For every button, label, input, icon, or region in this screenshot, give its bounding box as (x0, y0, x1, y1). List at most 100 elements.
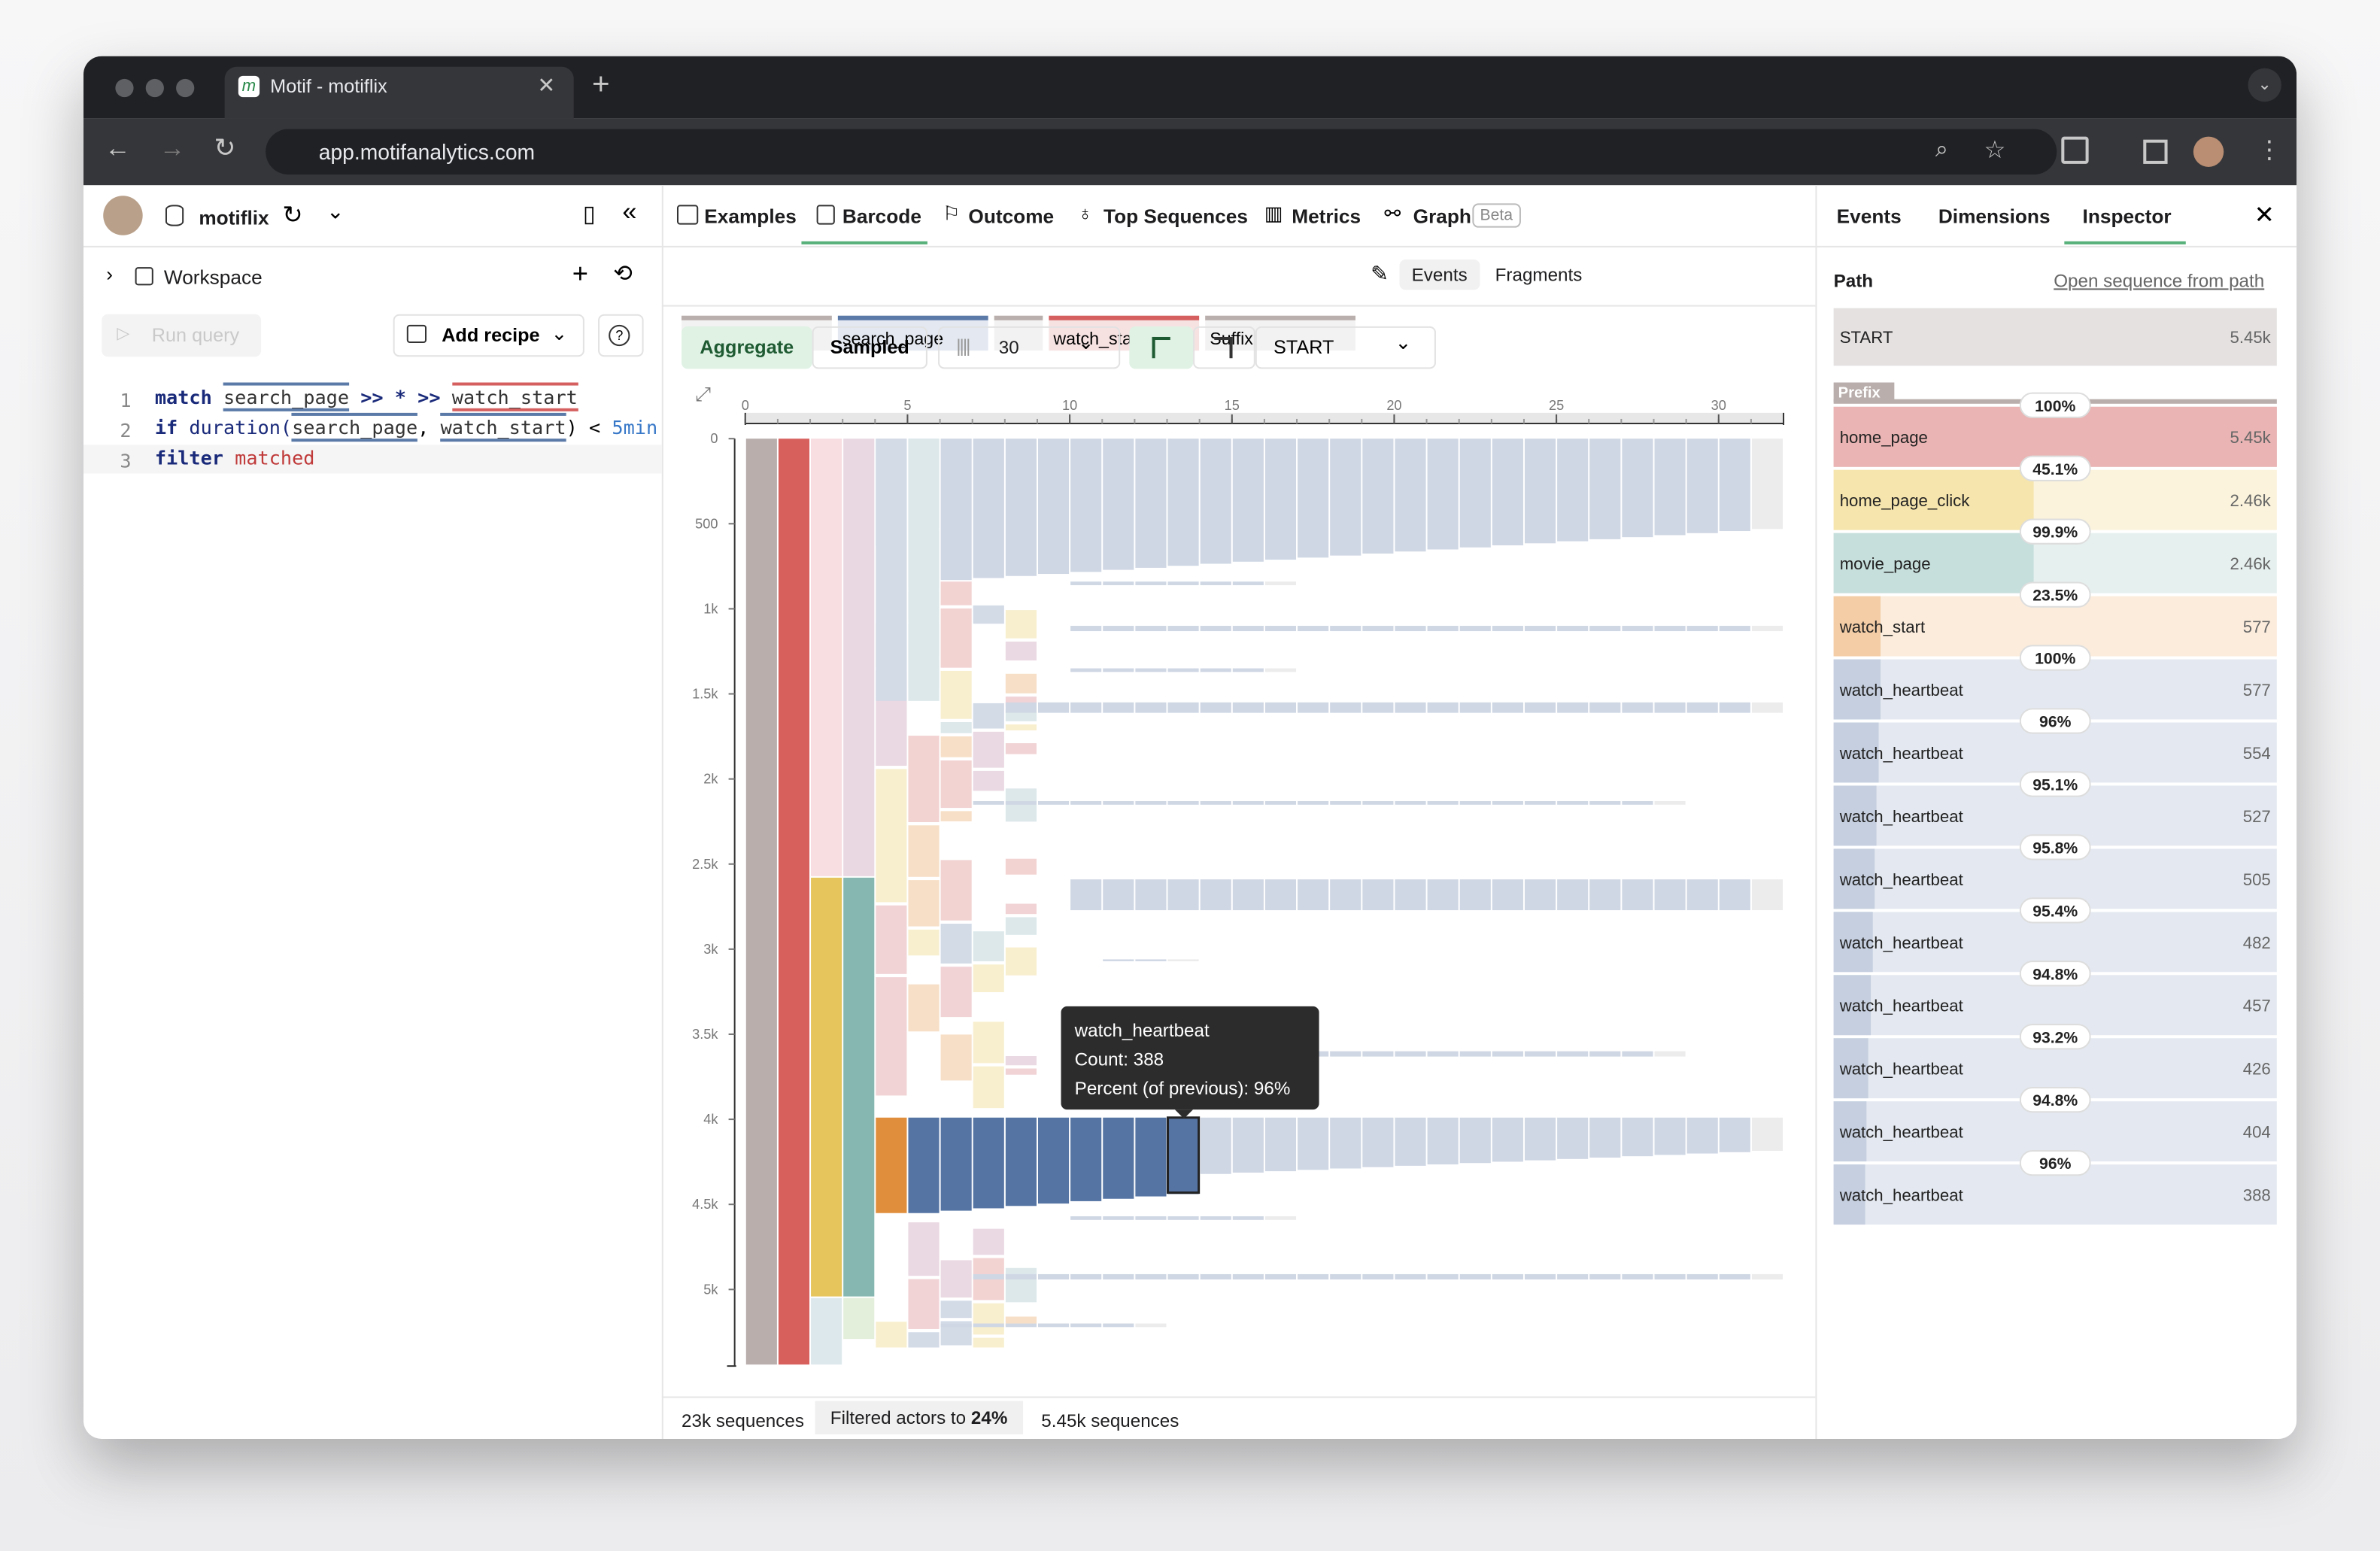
filter-pct: 24% (970, 1407, 1008, 1428)
path-row-fill (1833, 1038, 1868, 1099)
panel-tab[interactable]: Dimensions (1938, 205, 2051, 228)
barcode-cell (1070, 626, 1102, 632)
barcode-cell (1654, 879, 1686, 911)
extensions[interactable] (2061, 136, 2089, 164)
prefix-tag (1833, 382, 1895, 402)
workspace[interactable]: Workspace (163, 266, 263, 289)
y-tick-label: 4k (703, 1112, 718, 1127)
path-count: 388 (2243, 1186, 2271, 1205)
tab-close[interactable]: ✕ (537, 72, 556, 98)
barcode-cell (1070, 1323, 1102, 1328)
brush-icon[interactable]: ✎ (1371, 261, 1389, 286)
new-tab[interactable]: + (591, 68, 610, 102)
avatar[interactable] (103, 196, 143, 235)
side-panel[interactable] (2143, 139, 2168, 164)
barcode-cell (1492, 702, 1523, 713)
panel-tab[interactable]: Inspector (2082, 205, 2172, 228)
window-minimize[interactable] (145, 78, 164, 98)
path-row-fill (1833, 596, 1881, 657)
dropdown[interactable]: ⌄ (326, 199, 345, 223)
fragments-toggle[interactable]: Fragments (1495, 264, 1583, 286)
sampled[interactable]: Sampled (812, 326, 927, 369)
window-close[interactable] (115, 78, 134, 98)
add-recipe[interactable]: Add recipe (393, 314, 584, 357)
barcode-cell (1686, 702, 1718, 713)
help[interactable]: ? (609, 324, 630, 347)
barcode-cell (1395, 1117, 1426, 1166)
barcode-cell (843, 439, 875, 876)
barcode-cell (1622, 626, 1653, 632)
barcode-cell (1232, 1117, 1264, 1173)
barcode-cell (1232, 1216, 1264, 1220)
barcode-cell (1362, 439, 1394, 554)
add[interactable]: + (572, 258, 588, 289)
path-count: 554 (2243, 744, 2271, 763)
align-right[interactable] (1193, 326, 1255, 369)
code-line[interactable]: filter matched (155, 446, 315, 469)
barcode-cell (1719, 1117, 1750, 1152)
tab[interactable]: Examples (704, 205, 797, 228)
barcode-cell (973, 964, 1004, 993)
segment[interactable] (994, 315, 1043, 351)
zoom-icon[interactable]: ⌕ (1935, 136, 1948, 162)
history[interactable]: ⟲ (613, 261, 633, 287)
tab[interactable]: Metrics (1292, 205, 1362, 228)
active-tab[interactable] (224, 66, 574, 119)
bins-select[interactable] (938, 326, 1121, 369)
keyword: if (154, 415, 178, 439)
x-tick-label: 0 (742, 398, 749, 413)
code-line[interactable]: if duration(search_page, watch_start) < … (154, 412, 657, 442)
events-toggle[interactable]: Events (1399, 260, 1480, 290)
panel-tab[interactable]: Events (1836, 205, 1902, 228)
run-query[interactable]: Run query (102, 314, 262, 357)
barcode-cell (1005, 1267, 1037, 1303)
menu[interactable]: ⋮ (2257, 138, 2281, 164)
profile[interactable] (2193, 136, 2224, 167)
tab[interactable]: Outcome (968, 205, 1055, 228)
tab[interactable]: Top Sequences (1103, 205, 1248, 228)
barcode-cell (1330, 1051, 1362, 1057)
align-left[interactable] (1129, 326, 1194, 369)
close-panel[interactable]: ✕ (2254, 203, 2275, 229)
line-number: 1 (120, 388, 132, 411)
barcode-cell (1298, 1273, 1329, 1279)
tab-search[interactable]: ⌄ (2248, 68, 2281, 102)
expand[interactable]: › (106, 263, 114, 286)
path-count: 457 (2243, 997, 2271, 1015)
divider (1815, 185, 1817, 1439)
percent-pill (2019, 455, 2091, 481)
omnibox[interactable] (266, 129, 2057, 175)
barcode-cell (1005, 1117, 1037, 1207)
collapse[interactable]: « (622, 197, 637, 226)
fullscreen[interactable]: ⤢ (695, 382, 712, 405)
aggregate[interactable]: Aggregate (682, 326, 812, 369)
barcode-cell (1622, 1273, 1653, 1279)
reload[interactable]: ↻ (214, 133, 236, 162)
tab[interactable]: Graph (1413, 205, 1471, 228)
forward[interactable]: → (159, 133, 186, 162)
workspace-name[interactable]: motiflix (199, 206, 269, 229)
filter-pill[interactable]: Filtered actors to 24% (815, 1401, 1023, 1434)
open-link[interactable]: Open sequence from path (2054, 270, 2265, 292)
tooltip-arrow (1174, 1109, 1194, 1119)
path-event: watch_heartbeat (1839, 933, 1963, 952)
code-line[interactable]: match search_page >> * >> watch_start (155, 382, 578, 411)
barcode-cell (1395, 702, 1426, 713)
tab[interactable]: Barcode (842, 205, 921, 228)
anchor-select[interactable]: START (1255, 326, 1436, 369)
barcode-cell (1751, 1273, 1783, 1279)
barcode-cell (1167, 439, 1199, 566)
barcode-cell (1557, 439, 1589, 542)
barcode-cell (1005, 702, 1037, 713)
event: search_page (223, 382, 350, 411)
refresh[interactable]: ↻ (282, 203, 303, 229)
back[interactable]: ← (105, 133, 131, 162)
path-count: 2.46k (2230, 554, 2271, 573)
barcode-cell (973, 1303, 1004, 1335)
window-maximize[interactable] (176, 78, 195, 98)
barcode-cell (1395, 1273, 1426, 1279)
barcode-cell (1751, 1117, 1783, 1151)
bookmark[interactable]: ☆ (1984, 138, 2006, 164)
docs[interactable]: ▯ (582, 202, 596, 228)
help-box[interactable] (598, 314, 644, 357)
